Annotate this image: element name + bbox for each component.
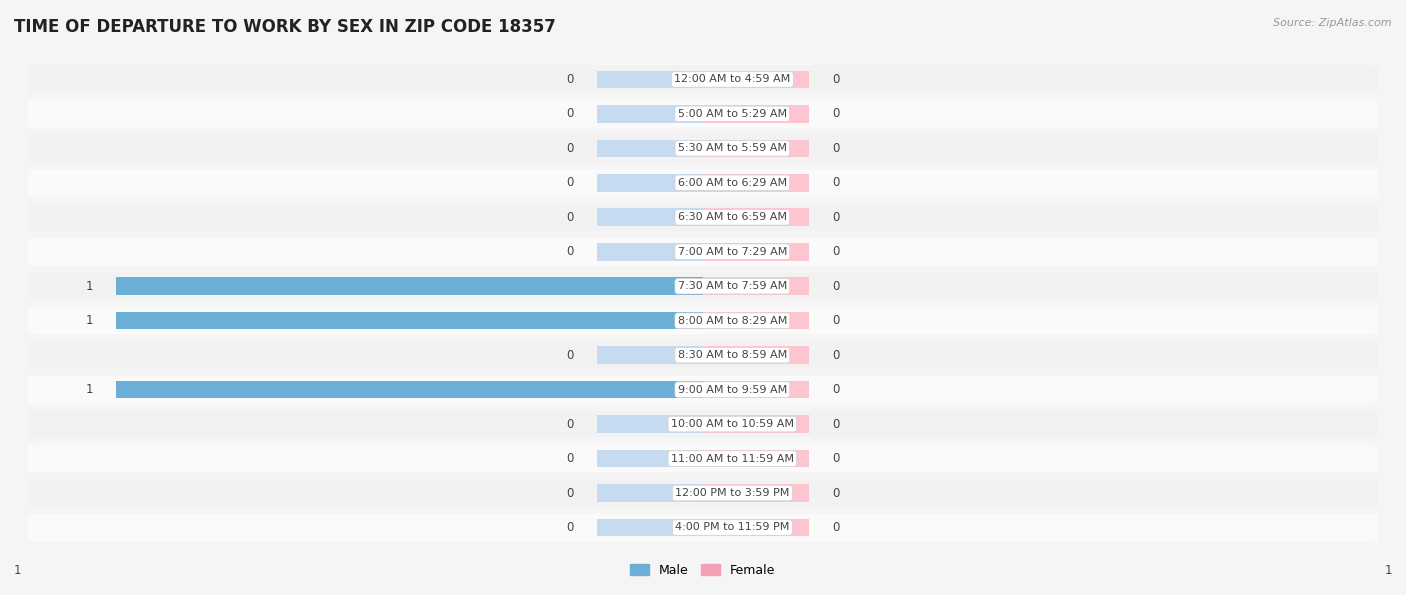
Bar xyxy=(703,105,808,123)
Text: 8:00 AM to 8:29 AM: 8:00 AM to 8:29 AM xyxy=(678,316,787,325)
FancyBboxPatch shape xyxy=(28,342,1378,369)
Bar xyxy=(703,484,808,502)
Text: 1: 1 xyxy=(1385,564,1392,577)
Text: 5:00 AM to 5:29 AM: 5:00 AM to 5:29 AM xyxy=(678,109,787,119)
Bar xyxy=(598,174,703,192)
Bar xyxy=(117,277,703,295)
Legend: Male, Female: Male, Female xyxy=(626,559,780,582)
Bar xyxy=(598,346,703,364)
Bar xyxy=(703,346,808,364)
Text: 4:00 PM to 11:59 PM: 4:00 PM to 11:59 PM xyxy=(675,522,790,533)
Text: 0: 0 xyxy=(832,521,839,534)
Text: 0: 0 xyxy=(832,176,839,189)
Text: 6:00 AM to 6:29 AM: 6:00 AM to 6:29 AM xyxy=(678,178,787,188)
Text: 0: 0 xyxy=(832,245,839,258)
Text: 0: 0 xyxy=(567,176,574,189)
Bar xyxy=(703,174,808,192)
Bar xyxy=(598,105,703,123)
Text: 0: 0 xyxy=(567,487,574,500)
Bar xyxy=(703,71,808,88)
Text: 0: 0 xyxy=(832,142,839,155)
Bar xyxy=(703,277,808,295)
Bar xyxy=(598,71,703,88)
FancyBboxPatch shape xyxy=(28,100,1378,128)
FancyBboxPatch shape xyxy=(28,411,1378,438)
Text: 0: 0 xyxy=(567,452,574,465)
Bar xyxy=(598,519,703,536)
FancyBboxPatch shape xyxy=(28,134,1378,162)
Bar xyxy=(703,450,808,467)
Text: 1: 1 xyxy=(86,383,93,396)
Text: 0: 0 xyxy=(832,280,839,293)
Text: 1: 1 xyxy=(86,314,93,327)
FancyBboxPatch shape xyxy=(28,445,1378,472)
Text: 0: 0 xyxy=(567,245,574,258)
Text: 0: 0 xyxy=(832,418,839,431)
Text: Source: ZipAtlas.com: Source: ZipAtlas.com xyxy=(1274,18,1392,28)
Text: 0: 0 xyxy=(567,142,574,155)
Text: 0: 0 xyxy=(832,107,839,120)
Bar xyxy=(598,208,703,226)
Bar xyxy=(703,519,808,536)
Bar xyxy=(117,381,703,399)
Text: 1: 1 xyxy=(86,280,93,293)
Text: 0: 0 xyxy=(832,73,839,86)
Text: 9:00 AM to 9:59 AM: 9:00 AM to 9:59 AM xyxy=(678,384,787,394)
Text: 0: 0 xyxy=(567,73,574,86)
Text: 8:30 AM to 8:59 AM: 8:30 AM to 8:59 AM xyxy=(678,350,787,360)
Bar xyxy=(598,415,703,433)
Bar xyxy=(598,140,703,157)
FancyBboxPatch shape xyxy=(28,169,1378,196)
Text: 1: 1 xyxy=(14,564,21,577)
Bar xyxy=(117,277,703,295)
Bar xyxy=(598,450,703,467)
Text: 0: 0 xyxy=(567,211,574,224)
FancyBboxPatch shape xyxy=(28,307,1378,334)
Bar xyxy=(703,243,808,261)
Bar xyxy=(598,484,703,502)
Bar xyxy=(703,140,808,157)
Bar xyxy=(703,415,808,433)
Bar xyxy=(703,381,808,399)
Text: 0: 0 xyxy=(567,521,574,534)
FancyBboxPatch shape xyxy=(28,238,1378,265)
Bar xyxy=(598,243,703,261)
FancyBboxPatch shape xyxy=(28,513,1378,541)
FancyBboxPatch shape xyxy=(28,479,1378,507)
Text: TIME OF DEPARTURE TO WORK BY SEX IN ZIP CODE 18357: TIME OF DEPARTURE TO WORK BY SEX IN ZIP … xyxy=(14,18,555,36)
Text: 12:00 PM to 3:59 PM: 12:00 PM to 3:59 PM xyxy=(675,488,790,498)
Text: 0: 0 xyxy=(832,349,839,362)
Text: 0: 0 xyxy=(567,418,574,431)
Text: 12:00 AM to 4:59 AM: 12:00 AM to 4:59 AM xyxy=(675,74,790,84)
Text: 7:30 AM to 7:59 AM: 7:30 AM to 7:59 AM xyxy=(678,281,787,291)
Text: 5:30 AM to 5:59 AM: 5:30 AM to 5:59 AM xyxy=(678,143,787,154)
Text: 0: 0 xyxy=(832,314,839,327)
Text: 7:00 AM to 7:29 AM: 7:00 AM to 7:29 AM xyxy=(678,247,787,257)
Text: 0: 0 xyxy=(832,452,839,465)
Text: 0: 0 xyxy=(567,107,574,120)
Text: 0: 0 xyxy=(832,383,839,396)
Bar xyxy=(117,381,703,399)
FancyBboxPatch shape xyxy=(28,203,1378,231)
FancyBboxPatch shape xyxy=(28,376,1378,403)
FancyBboxPatch shape xyxy=(28,273,1378,300)
Text: 0: 0 xyxy=(567,349,574,362)
Bar xyxy=(117,312,703,330)
FancyBboxPatch shape xyxy=(28,65,1378,93)
Text: 10:00 AM to 10:59 AM: 10:00 AM to 10:59 AM xyxy=(671,419,794,429)
Text: 0: 0 xyxy=(832,487,839,500)
Text: 0: 0 xyxy=(832,211,839,224)
Bar xyxy=(703,208,808,226)
Bar xyxy=(703,312,808,330)
Text: 11:00 AM to 11:59 AM: 11:00 AM to 11:59 AM xyxy=(671,453,794,464)
Bar xyxy=(117,312,703,330)
Text: 6:30 AM to 6:59 AM: 6:30 AM to 6:59 AM xyxy=(678,212,787,223)
